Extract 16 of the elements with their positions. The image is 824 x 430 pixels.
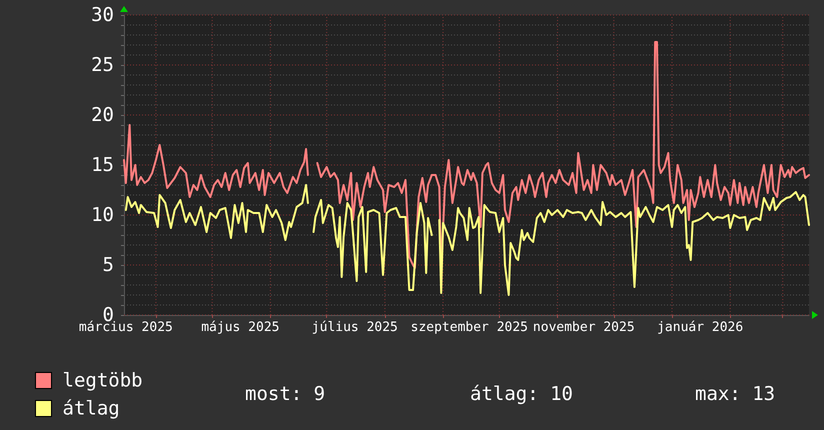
x-tick-label: szeptember 2025 — [410, 320, 528, 335]
x-tick-label: július 2025 — [312, 320, 398, 335]
legend-label: legtöbb — [62, 370, 143, 392]
legend-label: átlag — [62, 398, 120, 420]
y-tick-label: 5 — [102, 254, 114, 276]
x-tick-label: november 2025 — [532, 320, 635, 335]
y-tick-label: 30 — [91, 4, 114, 26]
x-tick-label: január 2026 — [657, 320, 744, 335]
y-tick-label: 10 — [91, 204, 114, 226]
y-tick-label: 25 — [91, 54, 114, 76]
x-tick-label: május 2025 — [201, 320, 280, 335]
y-tick-label: 20 — [91, 104, 114, 126]
text: max: 13 — [695, 383, 776, 405]
text: átlag: 10 — [470, 383, 573, 405]
y-tick-label: 15 — [91, 154, 114, 176]
text: most: 9 — [245, 383, 326, 405]
